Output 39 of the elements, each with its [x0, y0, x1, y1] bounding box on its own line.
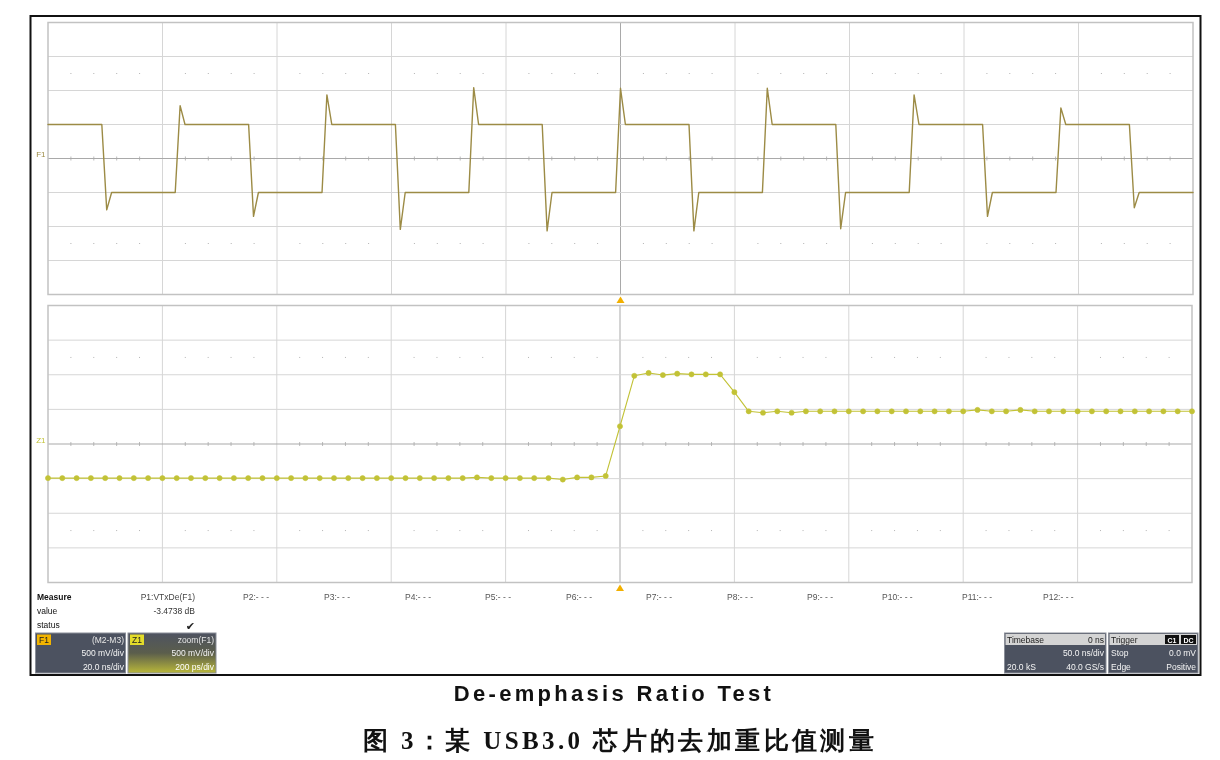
text: 40.0 GS/s	[1066, 661, 1104, 672]
text: P5:- - -	[485, 592, 512, 602]
text: value	[37, 606, 58, 616]
text: 50.0 ns/div	[1062, 648, 1105, 658]
text: P1:VTxDe(F1)	[140, 592, 196, 602]
caption: 图 3：某 USB3.0 芯片的去加重比值测量	[362, 727, 878, 754]
text: P7:- - -	[646, 592, 673, 602]
text: Timebase	[1007, 635, 1045, 645]
text: 500 mV/div	[81, 648, 125, 658]
text: Z1	[36, 435, 47, 445]
text: P3:- - -	[324, 592, 351, 602]
text: 0.0 mV	[1169, 648, 1197, 658]
text: Trigger	[1111, 635, 1138, 645]
text: ✔	[185, 620, 195, 633]
text: F1	[39, 635, 50, 645]
text: P8:- - -	[727, 592, 754, 602]
text: Stop	[1111, 648, 1129, 658]
text: Measure	[37, 592, 72, 602]
text: P9:- - -	[807, 592, 834, 602]
text: Positive	[1166, 661, 1197, 672]
text: 500 mV/div	[171, 648, 215, 658]
text: zoom(F1)	[177, 635, 215, 645]
text: Edge	[1111, 661, 1132, 672]
text: P4:- - -	[405, 592, 432, 602]
text: P12:- - -	[1043, 592, 1074, 602]
text: P2:- - -	[243, 592, 270, 602]
text: status	[37, 620, 60, 630]
text: De-emphasis Ratio Test	[453, 681, 775, 706]
text: F1	[36, 150, 47, 159]
text: 20.0 ns/div	[82, 661, 125, 672]
text: 200 ps/div	[175, 661, 215, 672]
text: (M2-M3)	[91, 635, 125, 645]
text: -3.4738 dB	[153, 606, 196, 616]
text: 0 ns	[1087, 635, 1104, 645]
text: P10:- - -	[882, 592, 913, 602]
text: P11:- - -	[962, 592, 993, 602]
text: Z1	[132, 635, 143, 645]
text: 20.0 kS	[1007, 661, 1037, 672]
text: P6:- - -	[566, 592, 593, 602]
